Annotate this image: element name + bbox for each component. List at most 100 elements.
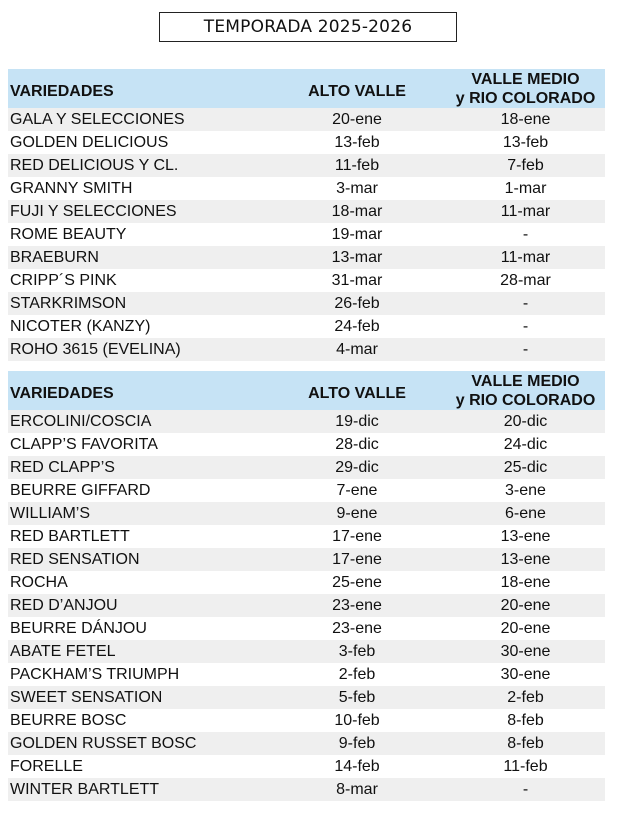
variety-name: GALA Y SELECCIONES bbox=[8, 108, 268, 131]
header-valle-medio-line1: VALLE MEDIO bbox=[471, 70, 580, 88]
variety-name: WILLIAM’S bbox=[8, 502, 268, 525]
variety-name: ERCOLINI/COSCIA bbox=[8, 410, 268, 433]
valle-medio-date: 1-mar bbox=[446, 177, 605, 200]
alto-valle-date: 13-mar bbox=[268, 246, 446, 269]
variety-name: BEURRE BOSC bbox=[8, 709, 268, 732]
alto-valle-date: 28-dic bbox=[268, 433, 446, 456]
variety-name: GRANNY SMITH bbox=[8, 177, 268, 200]
table-row: ERCOLINI/COSCIA 19-dic 20-dic bbox=[8, 410, 605, 433]
table-row: CLAPP’S FAVORITA 28-dic 24-dic bbox=[8, 433, 605, 456]
alto-valle-date: 5-feb bbox=[268, 686, 446, 709]
variety-name: ROCHA bbox=[8, 571, 268, 594]
valle-medio-date: 11-feb bbox=[446, 755, 605, 778]
apple-varieties-table: VARIEDADES ALTO VALLE VALLE MEDIO y RIO … bbox=[8, 69, 605, 361]
valle-medio-date: - bbox=[446, 223, 605, 246]
table-row: FUJI Y SELECCIONES 18-mar 11-mar bbox=[8, 200, 605, 223]
alto-valle-date: 8-mar bbox=[268, 778, 446, 801]
table-row: WILLIAM’S 9-ene 6-ene bbox=[8, 502, 605, 525]
variety-name: CLAPP’S FAVORITA bbox=[8, 433, 268, 456]
alto-valle-date: 23-ene bbox=[268, 594, 446, 617]
valle-medio-date: 20-ene bbox=[446, 594, 605, 617]
table-header-row: VARIEDADES ALTO VALLE VALLE MEDIO y RIO … bbox=[8, 371, 605, 410]
header-varieties: VARIEDADES bbox=[8, 69, 268, 108]
variety-name: RED DELICIOUS Y CL. bbox=[8, 154, 268, 177]
alto-valle-date: 2-feb bbox=[268, 663, 446, 686]
variety-name: FUJI Y SELECCIONES bbox=[8, 200, 268, 223]
variety-name: FORELLE bbox=[8, 755, 268, 778]
header-alto-valle: ALTO VALLE bbox=[268, 69, 446, 108]
variety-name: ROHO 3615 (EVELINA) bbox=[8, 338, 268, 361]
table-row: WINTER BARTLETT 8-mar - bbox=[8, 778, 605, 801]
variety-name: RED D’ANJOU bbox=[8, 594, 268, 617]
header-valle-medio-line1: VALLE MEDIO bbox=[471, 372, 580, 390]
variety-name: RED CLAPP’S bbox=[8, 456, 268, 479]
table-row: PACKHAM’S TRIUMPH 2-feb 30-ene bbox=[8, 663, 605, 686]
alto-valle-date: 7-ene bbox=[268, 479, 446, 502]
valle-medio-date: - bbox=[446, 778, 605, 801]
valle-medio-date: 11-mar bbox=[446, 200, 605, 223]
variety-name: BEURRE GIFFARD bbox=[8, 479, 268, 502]
variety-name: RED SENSATION bbox=[8, 548, 268, 571]
table-row: GALA Y SELECCIONES 20-ene 18-ene bbox=[8, 108, 605, 131]
table-row: STARKRIMSON 26-feb - bbox=[8, 292, 605, 315]
valle-medio-date: - bbox=[446, 292, 605, 315]
alto-valle-date: 29-dic bbox=[268, 456, 446, 479]
header-alto-valle: ALTO VALLE bbox=[268, 371, 446, 410]
valle-medio-date: 13-ene bbox=[446, 525, 605, 548]
header-varieties: VARIEDADES bbox=[8, 371, 268, 410]
valle-medio-date: - bbox=[446, 338, 605, 361]
table-row: FORELLE 14-feb 11-feb bbox=[8, 755, 605, 778]
pear-varieties-table: VARIEDADES ALTO VALLE VALLE MEDIO y RIO … bbox=[8, 371, 605, 801]
alto-valle-date: 24-feb bbox=[268, 315, 446, 338]
table-row: GRANNY SMITH 3-mar 1-mar bbox=[8, 177, 605, 200]
alto-valle-date: 4-mar bbox=[268, 338, 446, 361]
alto-valle-date: 9-feb bbox=[268, 732, 446, 755]
table-row: RED BARTLETT 17-ene 13-ene bbox=[8, 525, 605, 548]
valle-medio-date: 20-dic bbox=[446, 410, 605, 433]
alto-valle-date: 20-ene bbox=[268, 108, 446, 131]
variety-name: NICOTER (KANZY) bbox=[8, 315, 268, 338]
valle-medio-date: 7-feb bbox=[446, 154, 605, 177]
variety-name: GOLDEN DELICIOUS bbox=[8, 131, 268, 154]
table-row: RED D’ANJOU 23-ene 20-ene bbox=[8, 594, 605, 617]
alto-valle-date: 13-feb bbox=[268, 131, 446, 154]
valle-medio-date: 8-feb bbox=[446, 732, 605, 755]
table-row: GOLDEN RUSSET BOSC 9-feb 8-feb bbox=[8, 732, 605, 755]
table-row: BEURRE GIFFARD 7-ene 3-ene bbox=[8, 479, 605, 502]
variety-name: CRIPP´S PINK bbox=[8, 269, 268, 292]
valle-medio-date: 30-ene bbox=[446, 663, 605, 686]
table-header-row: VARIEDADES ALTO VALLE VALLE MEDIO y RIO … bbox=[8, 69, 605, 108]
variety-name: WINTER BARTLETT bbox=[8, 778, 268, 801]
valle-medio-date: 24-dic bbox=[446, 433, 605, 456]
valle-medio-date: 30-ene bbox=[446, 640, 605, 663]
alto-valle-date: 23-ene bbox=[268, 617, 446, 640]
valle-medio-date: 2-feb bbox=[446, 686, 605, 709]
variety-name: ROME BEAUTY bbox=[8, 223, 268, 246]
table-row: BEURRE BOSC 10-feb 8-feb bbox=[8, 709, 605, 732]
variety-name: GOLDEN RUSSET BOSC bbox=[8, 732, 268, 755]
table-row: SWEET SENSATION 5-feb 2-feb bbox=[8, 686, 605, 709]
variety-name: SWEET SENSATION bbox=[8, 686, 268, 709]
alto-valle-date: 10-feb bbox=[268, 709, 446, 732]
alto-valle-date: 11-feb bbox=[268, 154, 446, 177]
alto-valle-date: 19-mar bbox=[268, 223, 446, 246]
table-row: ROME BEAUTY 19-mar - bbox=[8, 223, 605, 246]
valle-medio-date: 25-dic bbox=[446, 456, 605, 479]
valle-medio-date: 3-ene bbox=[446, 479, 605, 502]
variety-name: BEURRE DÁNJOU bbox=[8, 617, 268, 640]
header-valle-medio: VALLE MEDIO y RIO COLORADO bbox=[446, 371, 605, 410]
variety-name: BRAEBURN bbox=[8, 246, 268, 269]
table-row: ROHO 3615 (EVELINA) 4-mar - bbox=[8, 338, 605, 361]
page-title: TEMPORADA 2025-2026 bbox=[159, 12, 457, 42]
header-valle-medio: VALLE MEDIO y RIO COLORADO bbox=[446, 69, 605, 108]
alto-valle-date: 19-dic bbox=[268, 410, 446, 433]
valle-medio-date: 8-feb bbox=[446, 709, 605, 732]
alto-valle-date: 3-feb bbox=[268, 640, 446, 663]
alto-valle-date: 17-ene bbox=[268, 525, 446, 548]
alto-valle-date: 26-feb bbox=[268, 292, 446, 315]
table-row: BRAEBURN 13-mar 11-mar bbox=[8, 246, 605, 269]
table-row: RED CLAPP’S 29-dic 25-dic bbox=[8, 456, 605, 479]
valle-medio-date: 13-ene bbox=[446, 548, 605, 571]
valle-medio-date: 13-feb bbox=[446, 131, 605, 154]
alto-valle-date: 14-feb bbox=[268, 755, 446, 778]
